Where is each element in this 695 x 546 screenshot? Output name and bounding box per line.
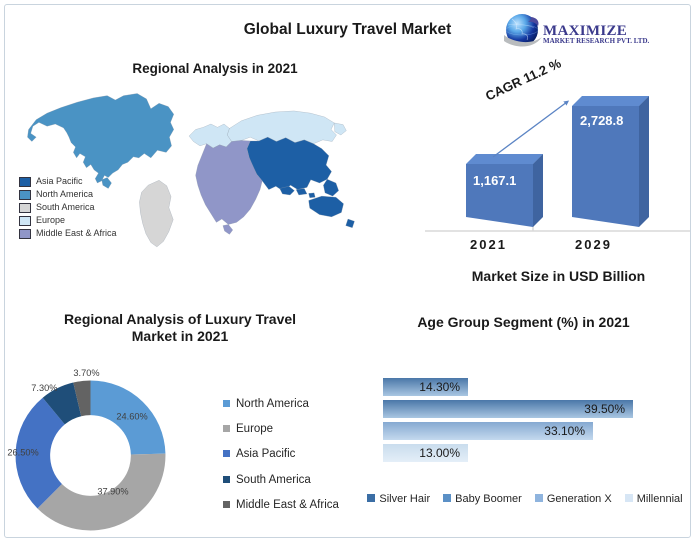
svg-text:7.30%: 7.30% (31, 383, 57, 393)
svg-text:3.70%: 3.70% (73, 369, 99, 378)
svg-text:24.60%: 24.60% (116, 412, 147, 422)
svg-text:37.90%: 37.90% (97, 487, 128, 497)
svg-text:MARKET RESEARCH PVT. LTD.: MARKET RESEARCH PVT. LTD. (543, 37, 650, 45)
svg-text:26.50%: 26.50% (7, 448, 38, 458)
